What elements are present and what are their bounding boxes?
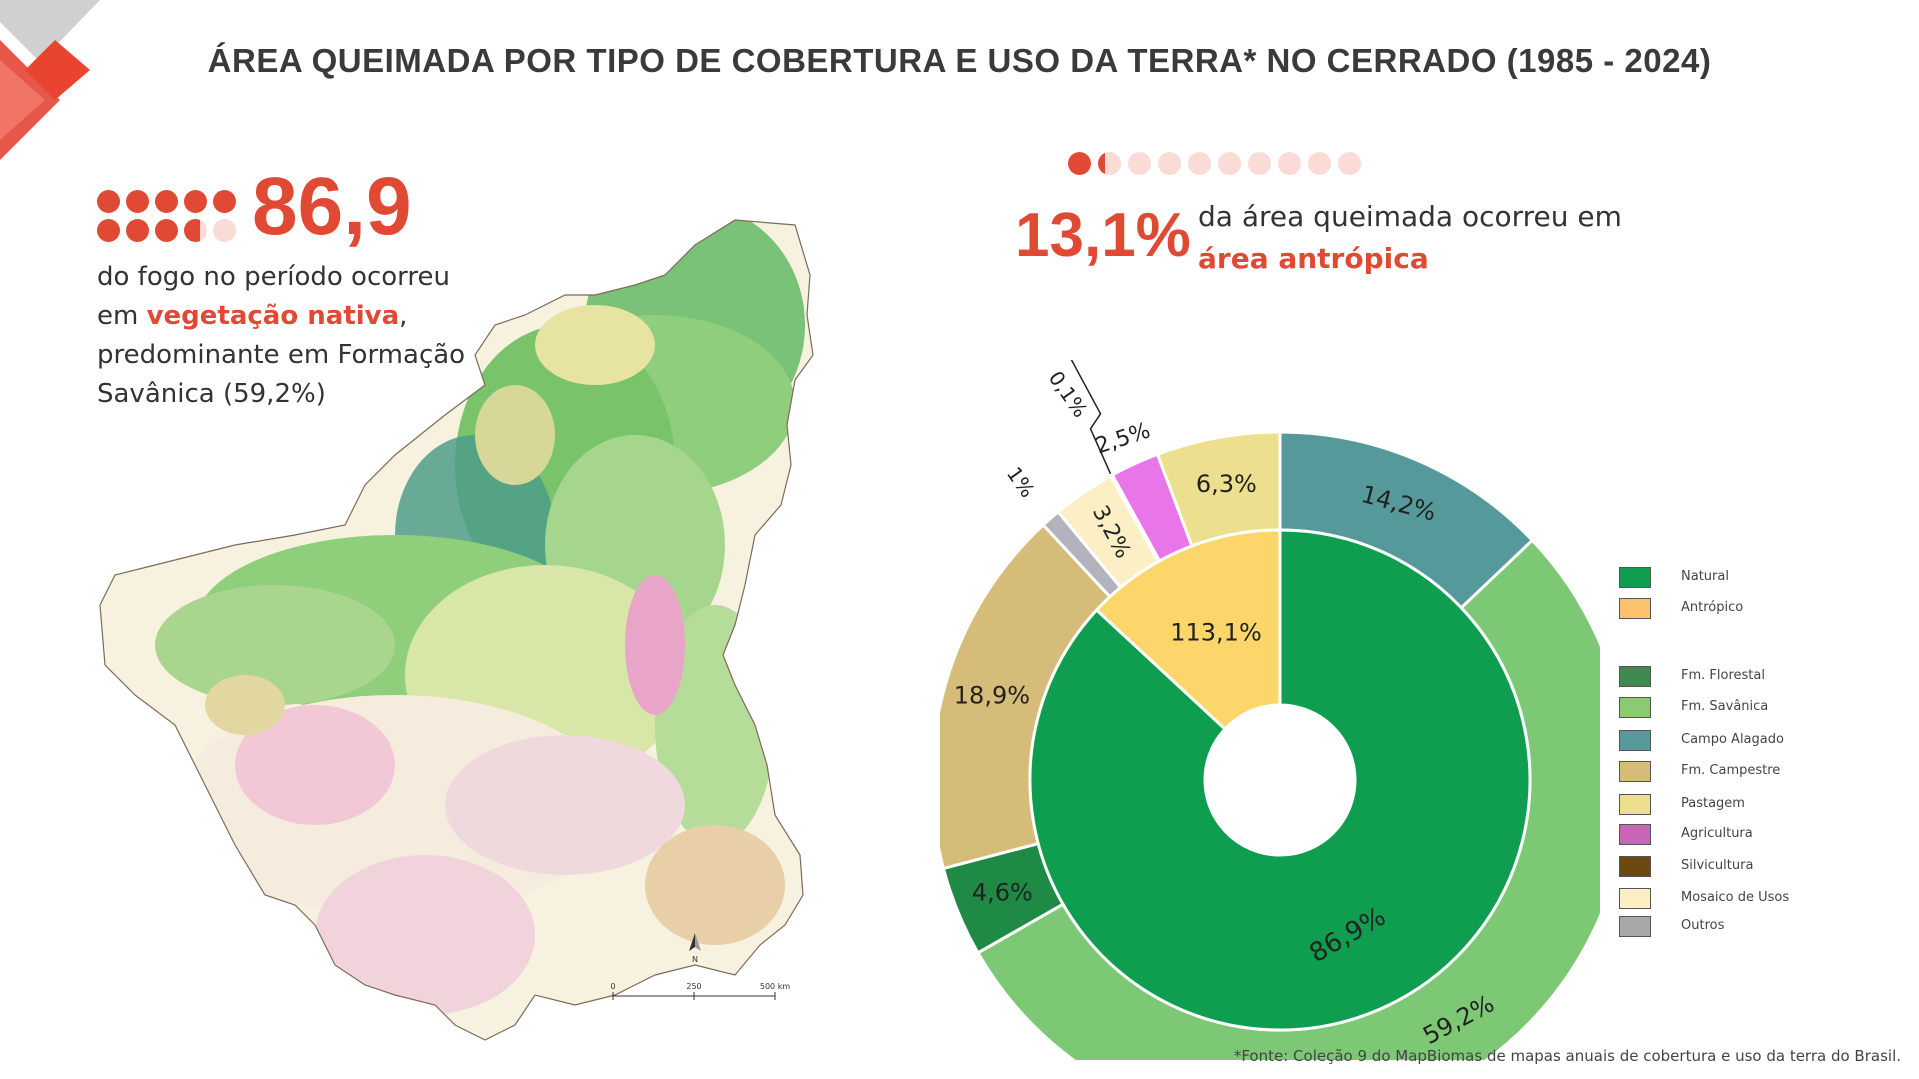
legend-swatch [1619, 598, 1651, 619]
legend-swatch [1619, 916, 1651, 937]
cerrado-map: N 0 250 500 km [99, 219, 814, 1041]
right-dot [1278, 152, 1301, 175]
legend-swatch [1619, 794, 1651, 815]
right-dot [1068, 152, 1091, 175]
left-dot [155, 190, 178, 213]
right-dot [1098, 152, 1121, 175]
right-description: da área queimada ocorreu em área antrópic… [1198, 196, 1658, 280]
outer-label-silvicultura: 0,1% [1044, 366, 1093, 421]
left-dot [184, 190, 207, 213]
left-desc-text-1: do fogo no período ocorreu em [97, 262, 450, 331]
left-dot [184, 219, 207, 242]
legend-swatch [1619, 761, 1651, 782]
right-dot [1308, 152, 1331, 175]
left-dot [155, 219, 178, 242]
right-dot [1128, 152, 1151, 175]
left-dot [97, 219, 120, 242]
right-dot [1188, 152, 1211, 175]
inner-slice-antropico [1094, 528, 1282, 732]
native-vegetation-percent: 86,9 [252, 161, 412, 252]
inner-label-antropico: 113,1% [1170, 618, 1262, 646]
outer-label-pastagem: 6,3% [1196, 470, 1257, 498]
outer-label-fm-florestal: 4,6% [972, 879, 1033, 907]
north-label: N [692, 955, 698, 964]
left-description: do fogo no período ocorreu em vegetação … [97, 258, 497, 414]
legend-swatch [1619, 567, 1651, 588]
right-dot [1248, 152, 1271, 175]
left-desc-highlight: vegetação nativa [146, 301, 400, 331]
left-dot [126, 219, 149, 242]
legend-swatch [1619, 888, 1651, 909]
legend-label: Fm. Savânica [1681, 699, 1769, 714]
legend-label: Fm. Florestal [1681, 668, 1765, 683]
legend-label: Mosaico de Usos [1681, 890, 1790, 905]
scale-label-500: 500 km [760, 982, 790, 991]
right-desc-text: da área queimada ocorreu em [1198, 200, 1622, 233]
legend-label: Natural [1681, 569, 1729, 584]
scale-bar: 0 250 500 km [610, 982, 790, 1000]
burned-area-donut-chart: 86,9%113,1%14,2%59,2%4,6%18,9%1%3,2%0,1%… [940, 360, 1600, 1060]
silvicultura-leader-line [1070, 360, 1112, 475]
legend-swatch [1619, 666, 1651, 687]
right-dot [1338, 152, 1361, 175]
north-arrow-icon: N [689, 933, 701, 964]
legend-label: Antrópico [1681, 600, 1744, 615]
corner-logo-decoration [0, 0, 100, 160]
outer-label-fm-campestre: 18,9% [954, 681, 1030, 709]
legend-swatch [1619, 856, 1651, 877]
left-dot [213, 219, 236, 242]
scale-label-250: 250 [686, 982, 701, 991]
source-note: *Fonte: Coleção 9 do MapBiomas de mapas … [1233, 1047, 1901, 1065]
left-dot [126, 190, 149, 213]
legend-label: Silvicultura [1681, 858, 1754, 873]
scale-label-0: 0 [610, 982, 615, 991]
anthropic-area-percent: 13,1% [1015, 201, 1191, 270]
right-dot [1218, 152, 1241, 175]
legend-label: Pastagem [1681, 796, 1745, 811]
legend-swatch [1619, 697, 1651, 718]
page-title: ÁREA QUEIMADA POR TIPO DE COBERTURA E US… [207, 42, 1712, 79]
legend-swatch [1619, 730, 1651, 751]
legend-swatch [1619, 824, 1651, 845]
left-dot [213, 190, 236, 213]
legend-label: Outros [1681, 918, 1725, 933]
legend-label: Agricultura [1681, 826, 1753, 841]
legend-label: Fm. Campestre [1681, 763, 1781, 778]
left-dot [97, 190, 120, 213]
left-desc-text-2: , predominante em Formação Savânica (59,… [97, 301, 466, 409]
right-dot [1158, 152, 1181, 175]
right-desc-highlight: área antrópica [1198, 242, 1429, 275]
inner-slice-natural [1028, 528, 1532, 1032]
legend-label: Campo Alagado [1681, 732, 1784, 747]
outer-label-outros: 1% [1002, 462, 1040, 502]
